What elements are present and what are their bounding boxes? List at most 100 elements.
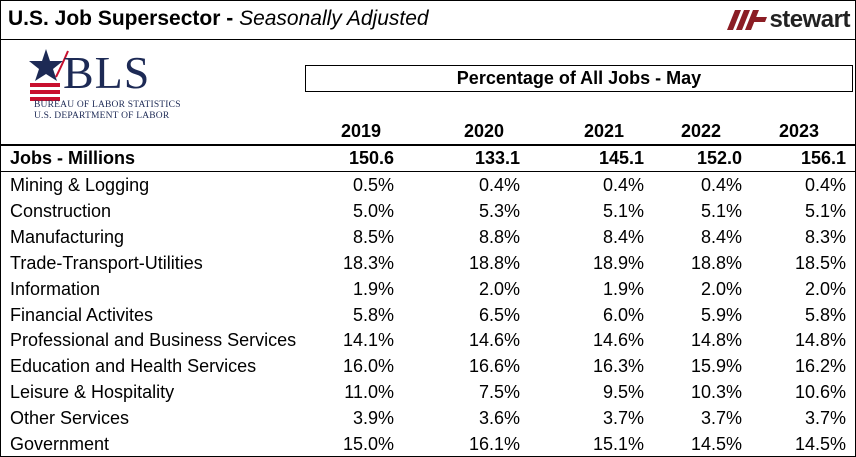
row-value: 15.9% [690,356,742,377]
row-value: 2.0% [804,278,846,299]
row-value: 16.0% [342,356,394,377]
row-value: 1.9% [352,278,394,299]
jobs-millions-row: Jobs - Millions 150.6 133.1 145.1 152.0 … [0,145,856,172]
row-value: 8.8% [478,226,520,247]
stewart-logo-text: stewart [769,6,850,33]
row-value: 14.6% [468,330,520,351]
row-value: 18.8% [468,252,520,273]
row-label: Financial Activites [10,304,154,325]
table-row: Other Services 3.9% 3.6% 3.7% 3.7% 3.7% [0,405,856,431]
table-row: Construction 5.0% 5.3% 5.1% 5.1% 5.1% [0,198,856,224]
row-value: 18.8% [690,252,742,273]
row-label: Trade-Transport-Utilities [10,252,203,273]
row-value: 16.3% [592,356,644,377]
row-value: 6.0% [602,304,644,325]
row-label: Government [10,434,110,454]
row-label: Education and Health Services [10,356,257,377]
row-value: 0.4% [478,175,520,195]
row-value: 5.1% [602,200,644,221]
year-header-row: 2019 2020 2021 2022 2023 [0,118,856,146]
row-value: 11.0% [344,382,394,403]
row-value: 0.4% [602,175,644,195]
table-row: Professional and Business Services 14.1% 1… [0,327,856,353]
row-label: Mining & Logging [10,175,150,195]
row-value: 2.0% [478,278,520,299]
row-value: 3.7% [700,408,742,429]
title-bar: U.S. Job Supersector - Seasonally Adjust… [0,0,856,40]
year-header: 2021 [583,121,625,141]
row-value: 3.6% [478,408,520,429]
title-subtitle: Seasonally Adjusted [239,7,429,30]
row-value: 14.6% [592,330,644,351]
row-value: 0.4% [700,175,742,195]
row-value: 14.5% [794,434,846,454]
row-value: 5.0% [352,200,394,221]
row-value: 150.6 [348,148,394,168]
year-header: 2023 [778,121,820,141]
row-value: 3.7% [602,408,644,429]
table-row: Trade-Transport-Utilities 18.3% 18.8% 18.9%… [0,250,856,276]
row-value: 18.5% [794,252,846,273]
year-header: 2019 [340,121,382,141]
row-value: 18.3% [342,252,394,273]
table-row: Education and Health Services 16.0% 16.6% 1… [0,353,856,379]
row-label: Professional and Business Services [10,330,297,351]
page-title: U.S. Job Supersector - Seasonally Adjust… [8,7,429,31]
row-value: 15.0% [342,434,394,454]
row-value: 6.5% [478,304,520,325]
row-value: 5.3% [478,200,520,221]
row-value: 9.5% [602,382,644,403]
row-value: 156.1 [800,148,846,168]
row-value: 2.0% [700,278,742,299]
row-value: 16.2% [794,356,846,377]
row-value: 152.0 [696,148,742,168]
row-value: 0.5% [352,175,394,195]
table-row: Leisure & Hospitality 11.0% 7.5% 9.5% 10.3% 1… [0,379,856,405]
row-value: 15.1% [592,434,644,454]
row-label: Information [10,278,101,299]
table-row: Information 1.9% 2.0% 1.9% 2.0% 2.0% [0,276,856,302]
row-value: 145.1 [598,148,644,168]
row-label: Jobs - Millions [10,148,136,168]
row-value: 8.4% [602,226,644,247]
bls-subtitle-1: BUREAU OF LABOR STATISTICS [34,100,181,110]
row-value: 1.9% [602,278,644,299]
table-row: Financial Activites 5.8% 6.5% 6.0% 5.9% 5.8% [0,302,856,328]
row-value: 5.1% [804,200,846,221]
row-value: 3.7% [804,408,846,429]
row-value: 8.5% [352,226,394,247]
row-value: 5.1% [700,200,742,221]
row-label: Manufacturing [10,226,125,247]
row-value: 16.1% [468,434,520,454]
bls-wordmark: BLS [63,47,151,98]
row-value: 10.3% [690,382,742,403]
row-value: 8.4% [700,226,742,247]
bls-subtitle-2: U.S. DEPARTMENT OF LABOR [34,111,170,121]
row-value: 7.5% [478,382,520,403]
row-label: Construction [10,200,112,221]
row-value: 8.3% [804,226,846,247]
stewart-mark-icon [727,10,768,30]
row-label: Other Services [10,408,130,429]
row-value: 16.6% [468,356,520,377]
year-header: 2022 [680,121,722,141]
row-value: 14.8% [794,330,846,351]
row-value: 14.1% [342,330,394,351]
row-value: 14.5% [690,434,742,454]
row-value: 5.8% [352,304,394,325]
row-value: 5.8% [804,304,846,325]
year-header: 2020 [463,121,505,141]
table-row: Manufacturing 8.5% 8.8% 8.4% 8.4% 8.3% [0,224,856,250]
row-value: 10.6% [794,382,846,403]
row-value: 133.1 [474,148,520,168]
table-row: Mining & Logging 0.5% 0.4% 0.4% 0.4% 0.4% [0,172,856,198]
bls-star-flag-icon [29,49,69,101]
row-value: 0.4% [804,175,846,195]
table-row: Government 15.0% 16.1% 15.1% 14.5% 14.5% [0,431,856,457]
row-value: 5.9% [700,304,742,325]
row-label: Leisure & Hospitality [10,382,175,403]
row-value: 18.9% [592,252,644,273]
title-main: U.S. Job Supersector - [8,7,234,30]
stewart-logo: stewart [727,6,850,34]
row-value: 3.9% [352,408,394,429]
